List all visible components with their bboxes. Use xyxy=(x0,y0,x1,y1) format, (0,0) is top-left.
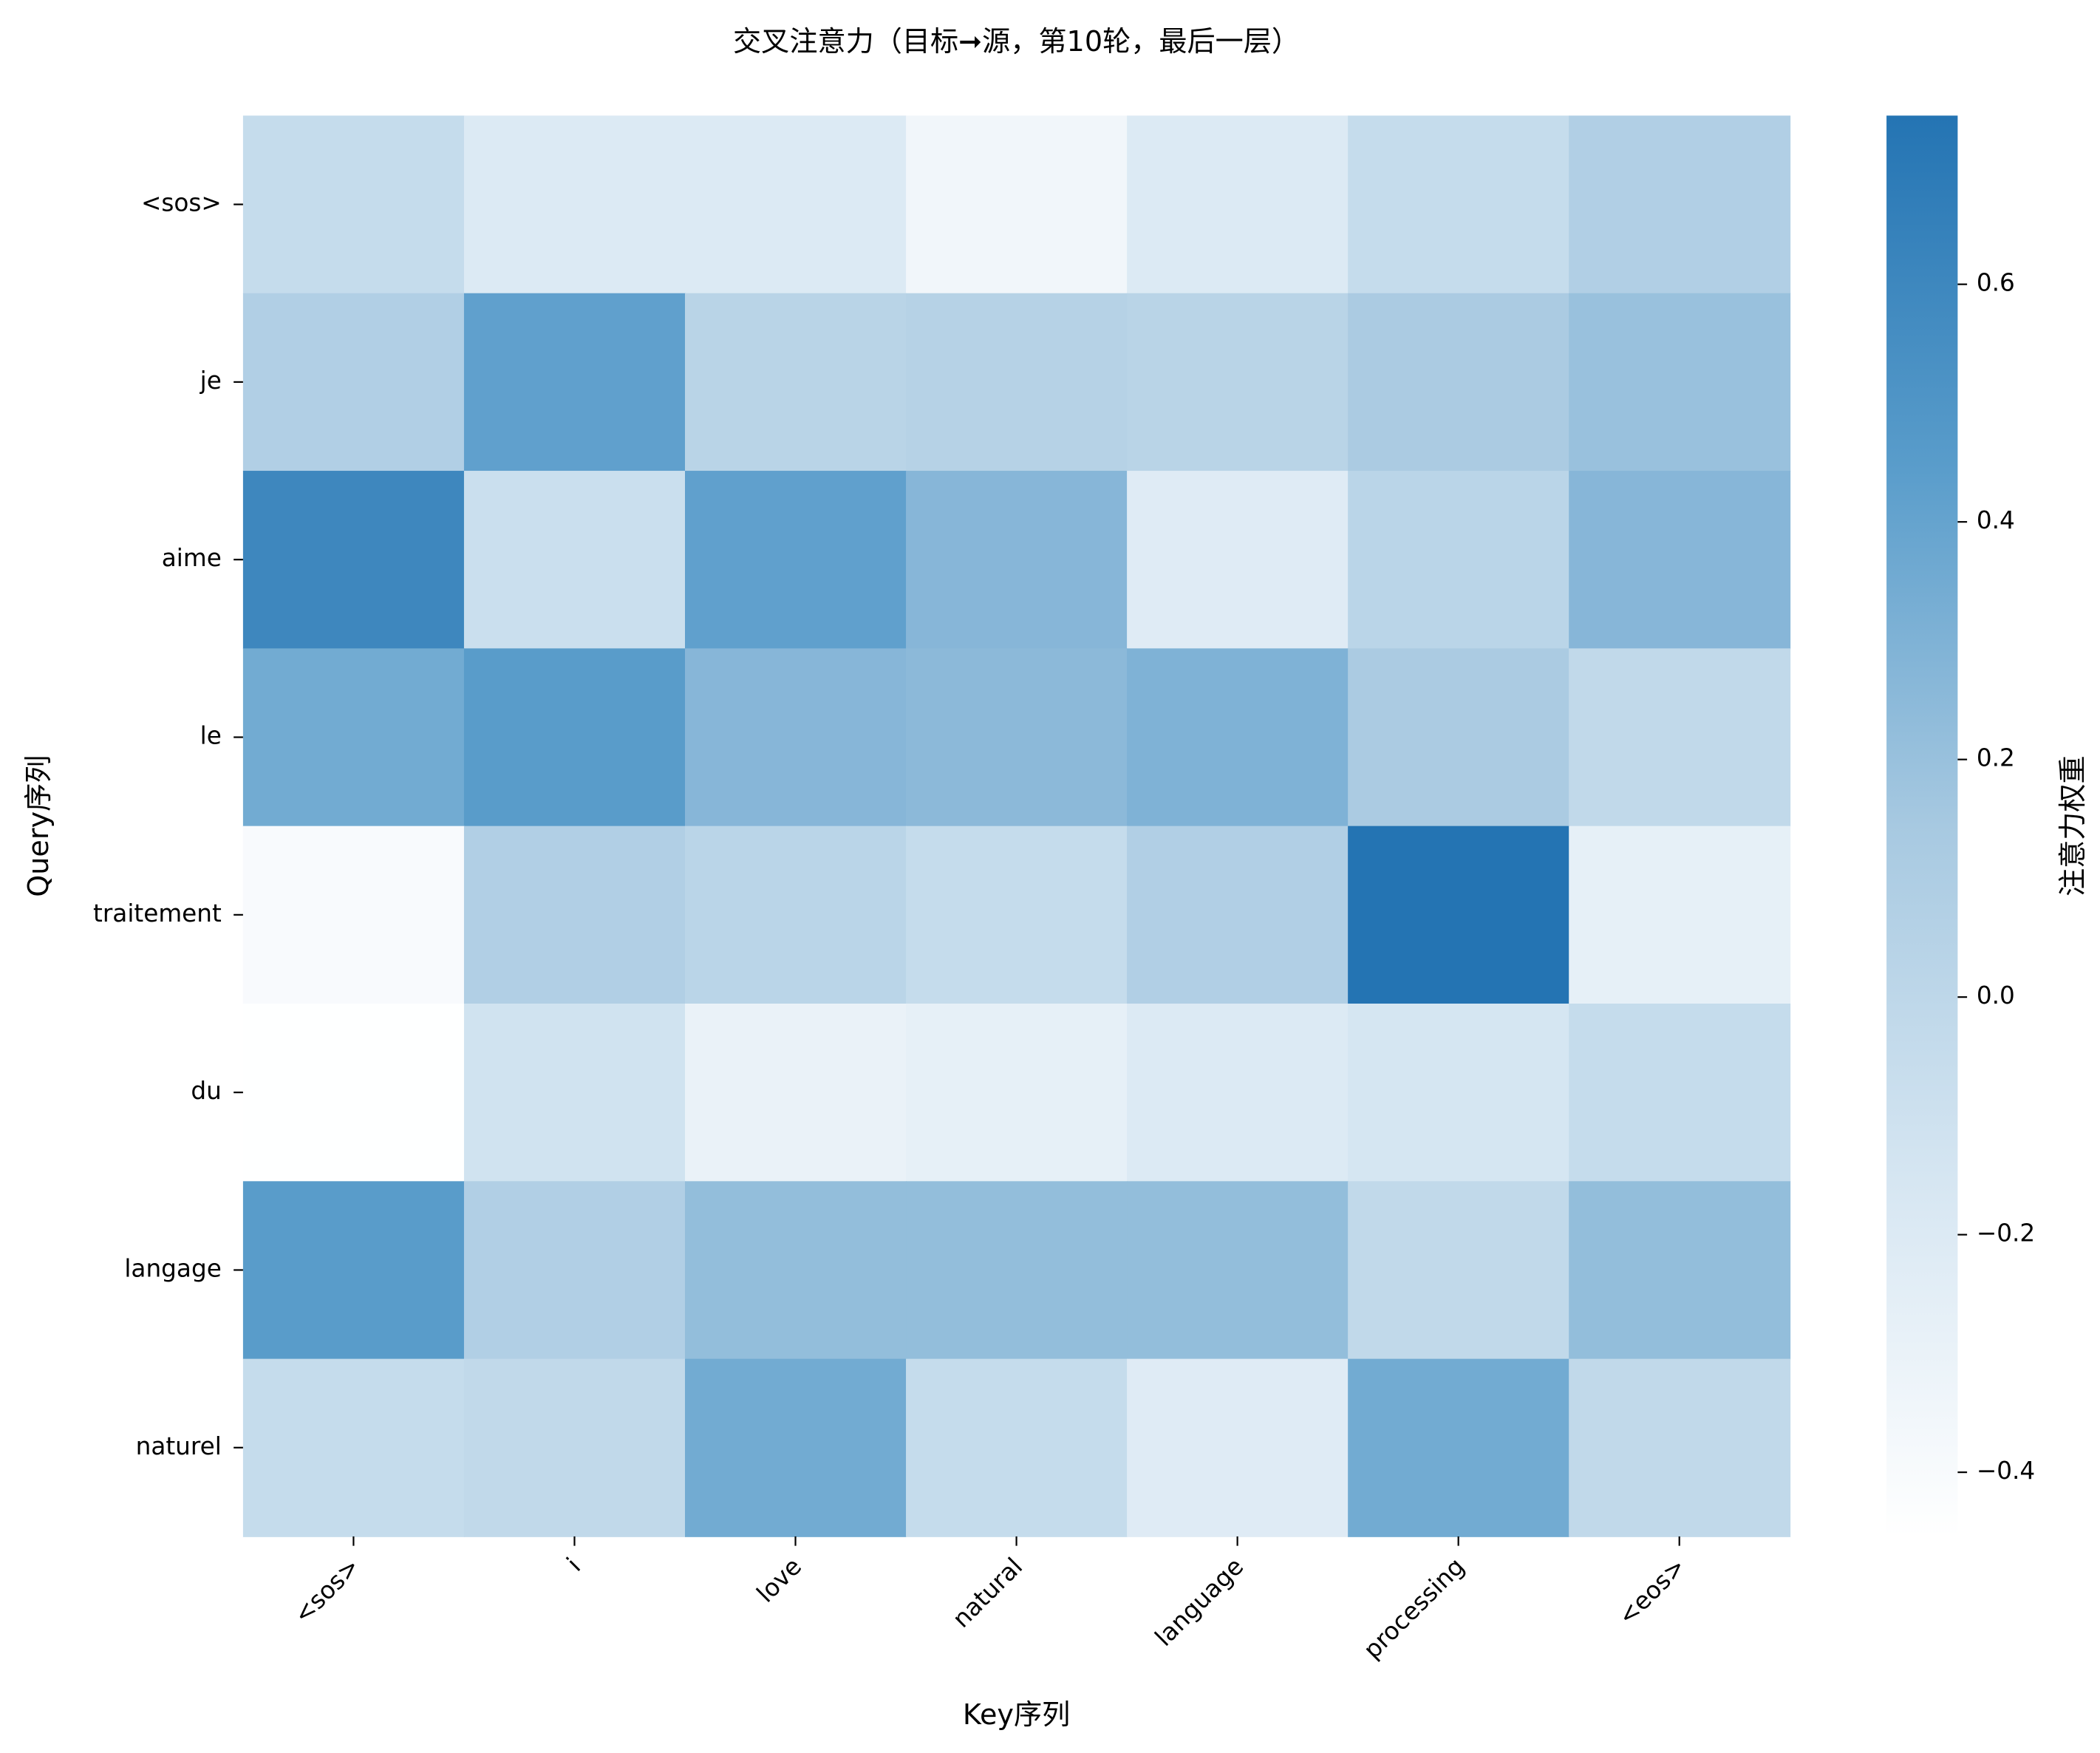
y-tick-label: le xyxy=(200,722,222,750)
heatmap-cell xyxy=(1127,1358,1349,1537)
heatmap-cell xyxy=(1127,471,1349,650)
heatmap-cell xyxy=(1127,826,1349,1004)
y-axis-label: Query序列 xyxy=(22,755,55,897)
heatmap-cell xyxy=(906,115,1128,294)
heatmap-cell xyxy=(684,293,907,472)
heatmap-cell xyxy=(1348,293,1570,472)
colorbar-tick-label: −0.4 xyxy=(1977,1457,2035,1485)
heatmap-cell xyxy=(1127,1003,1349,1182)
heatmap-cell xyxy=(906,1358,1128,1537)
heatmap-cell xyxy=(463,826,686,1004)
heatmap-cell xyxy=(1569,1181,1791,1360)
heatmap-cell xyxy=(1127,648,1349,827)
x-tick-label: natural xyxy=(947,1552,1028,1633)
heatmap-cell xyxy=(463,1358,686,1537)
heatmap-cell xyxy=(1127,115,1349,294)
heatmap-cell xyxy=(1348,1181,1570,1360)
heatmap-cell xyxy=(684,471,907,650)
heatmap-cell xyxy=(463,1181,686,1360)
colorbar-tick-label: −0.2 xyxy=(1977,1219,2035,1247)
heatmap-cell xyxy=(906,826,1128,1004)
heatmap-cell xyxy=(1348,115,1570,294)
y-tick-label: aime xyxy=(162,544,222,572)
y-tick-label: naturel xyxy=(136,1432,222,1460)
x-tick-label: <eos> xyxy=(1612,1552,1691,1630)
heatmap-cell xyxy=(906,1181,1128,1360)
chart-title: 交叉注意力（目标➞源，第10轮，最后一层） xyxy=(733,25,1300,58)
colorbar-tick-label: 0.2 xyxy=(1977,744,2015,772)
heatmap-cell xyxy=(1569,648,1791,827)
heatmap-cell xyxy=(242,1181,465,1360)
heatmap-cell xyxy=(1348,648,1570,827)
heatmap-cell xyxy=(684,1181,907,1360)
y-tick-label: langage xyxy=(124,1254,221,1282)
heatmap-cell xyxy=(906,1003,1128,1182)
heatmap-cell xyxy=(463,648,686,827)
heatmap-cell xyxy=(242,1358,465,1537)
colorbar xyxy=(1886,115,1958,1536)
heatmap-cell xyxy=(242,1003,465,1182)
heatmap-cell xyxy=(1348,826,1570,1004)
x-tick-label: language xyxy=(1150,1552,1249,1651)
heatmap-cell xyxy=(1348,1003,1570,1182)
heatmap-cell xyxy=(684,115,907,294)
x-tick-label: i xyxy=(562,1552,586,1576)
y-tick-label: du xyxy=(191,1077,221,1105)
heatmap-cell xyxy=(242,826,465,1004)
heatmap-cell xyxy=(684,1003,907,1182)
heatmap-cell xyxy=(1348,1358,1570,1537)
heatmap-cell xyxy=(242,293,465,472)
x-axis-label: Key序列 xyxy=(963,1698,1070,1731)
heatmap-cell xyxy=(1569,826,1791,1004)
x-tick-label: love xyxy=(751,1552,807,1607)
heatmap-cell xyxy=(463,1003,686,1182)
heatmap-cell xyxy=(1569,115,1791,294)
heatmap-cell xyxy=(684,1358,907,1537)
heatmap-cell xyxy=(1569,1003,1791,1182)
colorbar-tick-label: 0.4 xyxy=(1977,506,2015,534)
y-tick-label: je xyxy=(200,367,222,395)
heatmap-cell xyxy=(1569,1358,1791,1537)
heatmap-cell xyxy=(242,471,465,650)
heatmap-cell xyxy=(242,115,465,294)
heatmap-cell xyxy=(1569,293,1791,472)
y-tick-label: traitement xyxy=(93,899,222,927)
x-tick-label: processing xyxy=(1358,1552,1470,1664)
heatmap-cell xyxy=(463,115,686,294)
colorbar-tick-label: 0.6 xyxy=(1977,269,2015,297)
heatmap-cell xyxy=(1127,293,1349,472)
heatmap-cell xyxy=(684,648,907,827)
heatmap-cell xyxy=(906,471,1128,650)
colorbar-tick-label: 0.0 xyxy=(1977,981,2015,1010)
heatmap-cell xyxy=(1569,471,1791,650)
x-tick-label: <sos> xyxy=(288,1552,365,1629)
heatmap-cell xyxy=(242,648,465,827)
y-tick-label: <sos> xyxy=(141,189,222,217)
heatmap-cell xyxy=(906,648,1128,827)
heatmap-cell xyxy=(684,826,907,1004)
heatmap-cell xyxy=(906,293,1128,472)
heatmap-cell xyxy=(463,293,686,472)
heatmap-cell xyxy=(1348,471,1570,650)
heatmap-cell xyxy=(463,471,686,650)
heatmap-cell xyxy=(1127,1181,1349,1360)
colorbar-label: 注意力权重 xyxy=(2056,755,2089,896)
